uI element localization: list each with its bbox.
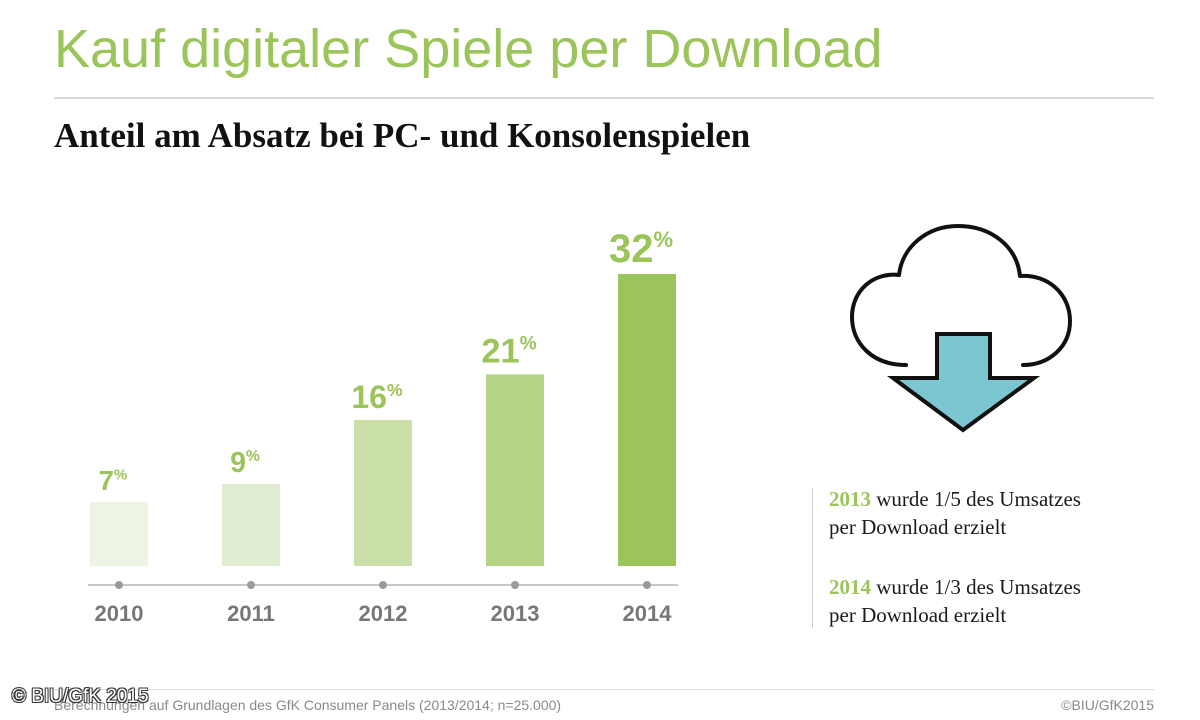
x-tick-label: 2013	[491, 601, 540, 626]
footer-divider	[54, 689, 1154, 690]
copyright: ©BIU/GfK2015	[1061, 697, 1154, 713]
axis-tick-dot	[115, 581, 123, 589]
note-text-line2: per Download erzielt	[829, 603, 1007, 627]
notes-divider	[812, 488, 813, 628]
bar-value-label: 21%	[481, 332, 536, 370]
note-2014: 2014 wurde 1/3 des Umsatzes per Download…	[829, 573, 1159, 629]
x-tick-label: 2010	[95, 601, 144, 626]
bar-chart: 7% 2010 9% 2011 16% 2012 21% 2013 32% 2014	[88, 227, 678, 626]
bar-2014	[618, 274, 676, 566]
page-title: Kauf digitaler Spiele per Download	[54, 19, 883, 79]
note-text: wurde 1/5 des Umsatzes	[871, 487, 1081, 511]
bar-value-label: 32%	[609, 227, 673, 271]
bar-2012	[354, 420, 412, 566]
x-tick-label: 2011	[227, 601, 275, 626]
watermark: © BIU/GfK 2015	[12, 686, 149, 707]
note-text: wurde 1/3 des Umsatzes	[871, 575, 1081, 599]
bar-2013	[486, 374, 544, 566]
bar-value-label: 9%	[230, 447, 260, 479]
note-text-line2: per Download erzielt	[829, 515, 1007, 539]
x-tick-label: 2014	[623, 601, 673, 626]
x-tick-label: 2012	[359, 601, 408, 626]
cloud-download-icon	[840, 222, 1080, 442]
chart-subtitle: Anteil am Absatz bei PC- und Konsolenspi…	[54, 116, 751, 155]
axis-tick-dot	[247, 581, 255, 589]
bar-value-label: 7%	[99, 465, 128, 496]
source-note: Berechnungen auf Grundlagen des GfK Cons…	[54, 697, 562, 713]
title-divider	[54, 97, 1154, 99]
bar-2010	[90, 502, 148, 566]
axis-tick-dot	[379, 581, 387, 589]
axis-tick-dot	[511, 581, 519, 589]
axis-tick-dot	[643, 581, 651, 589]
note-year: 2014	[829, 575, 871, 599]
note-2013: 2013 wurde 1/5 des Umsatzes per Download…	[829, 485, 1159, 541]
bar-value-label: 16%	[351, 379, 403, 415]
note-year: 2013	[829, 487, 871, 511]
bar-2011	[222, 483, 280, 566]
